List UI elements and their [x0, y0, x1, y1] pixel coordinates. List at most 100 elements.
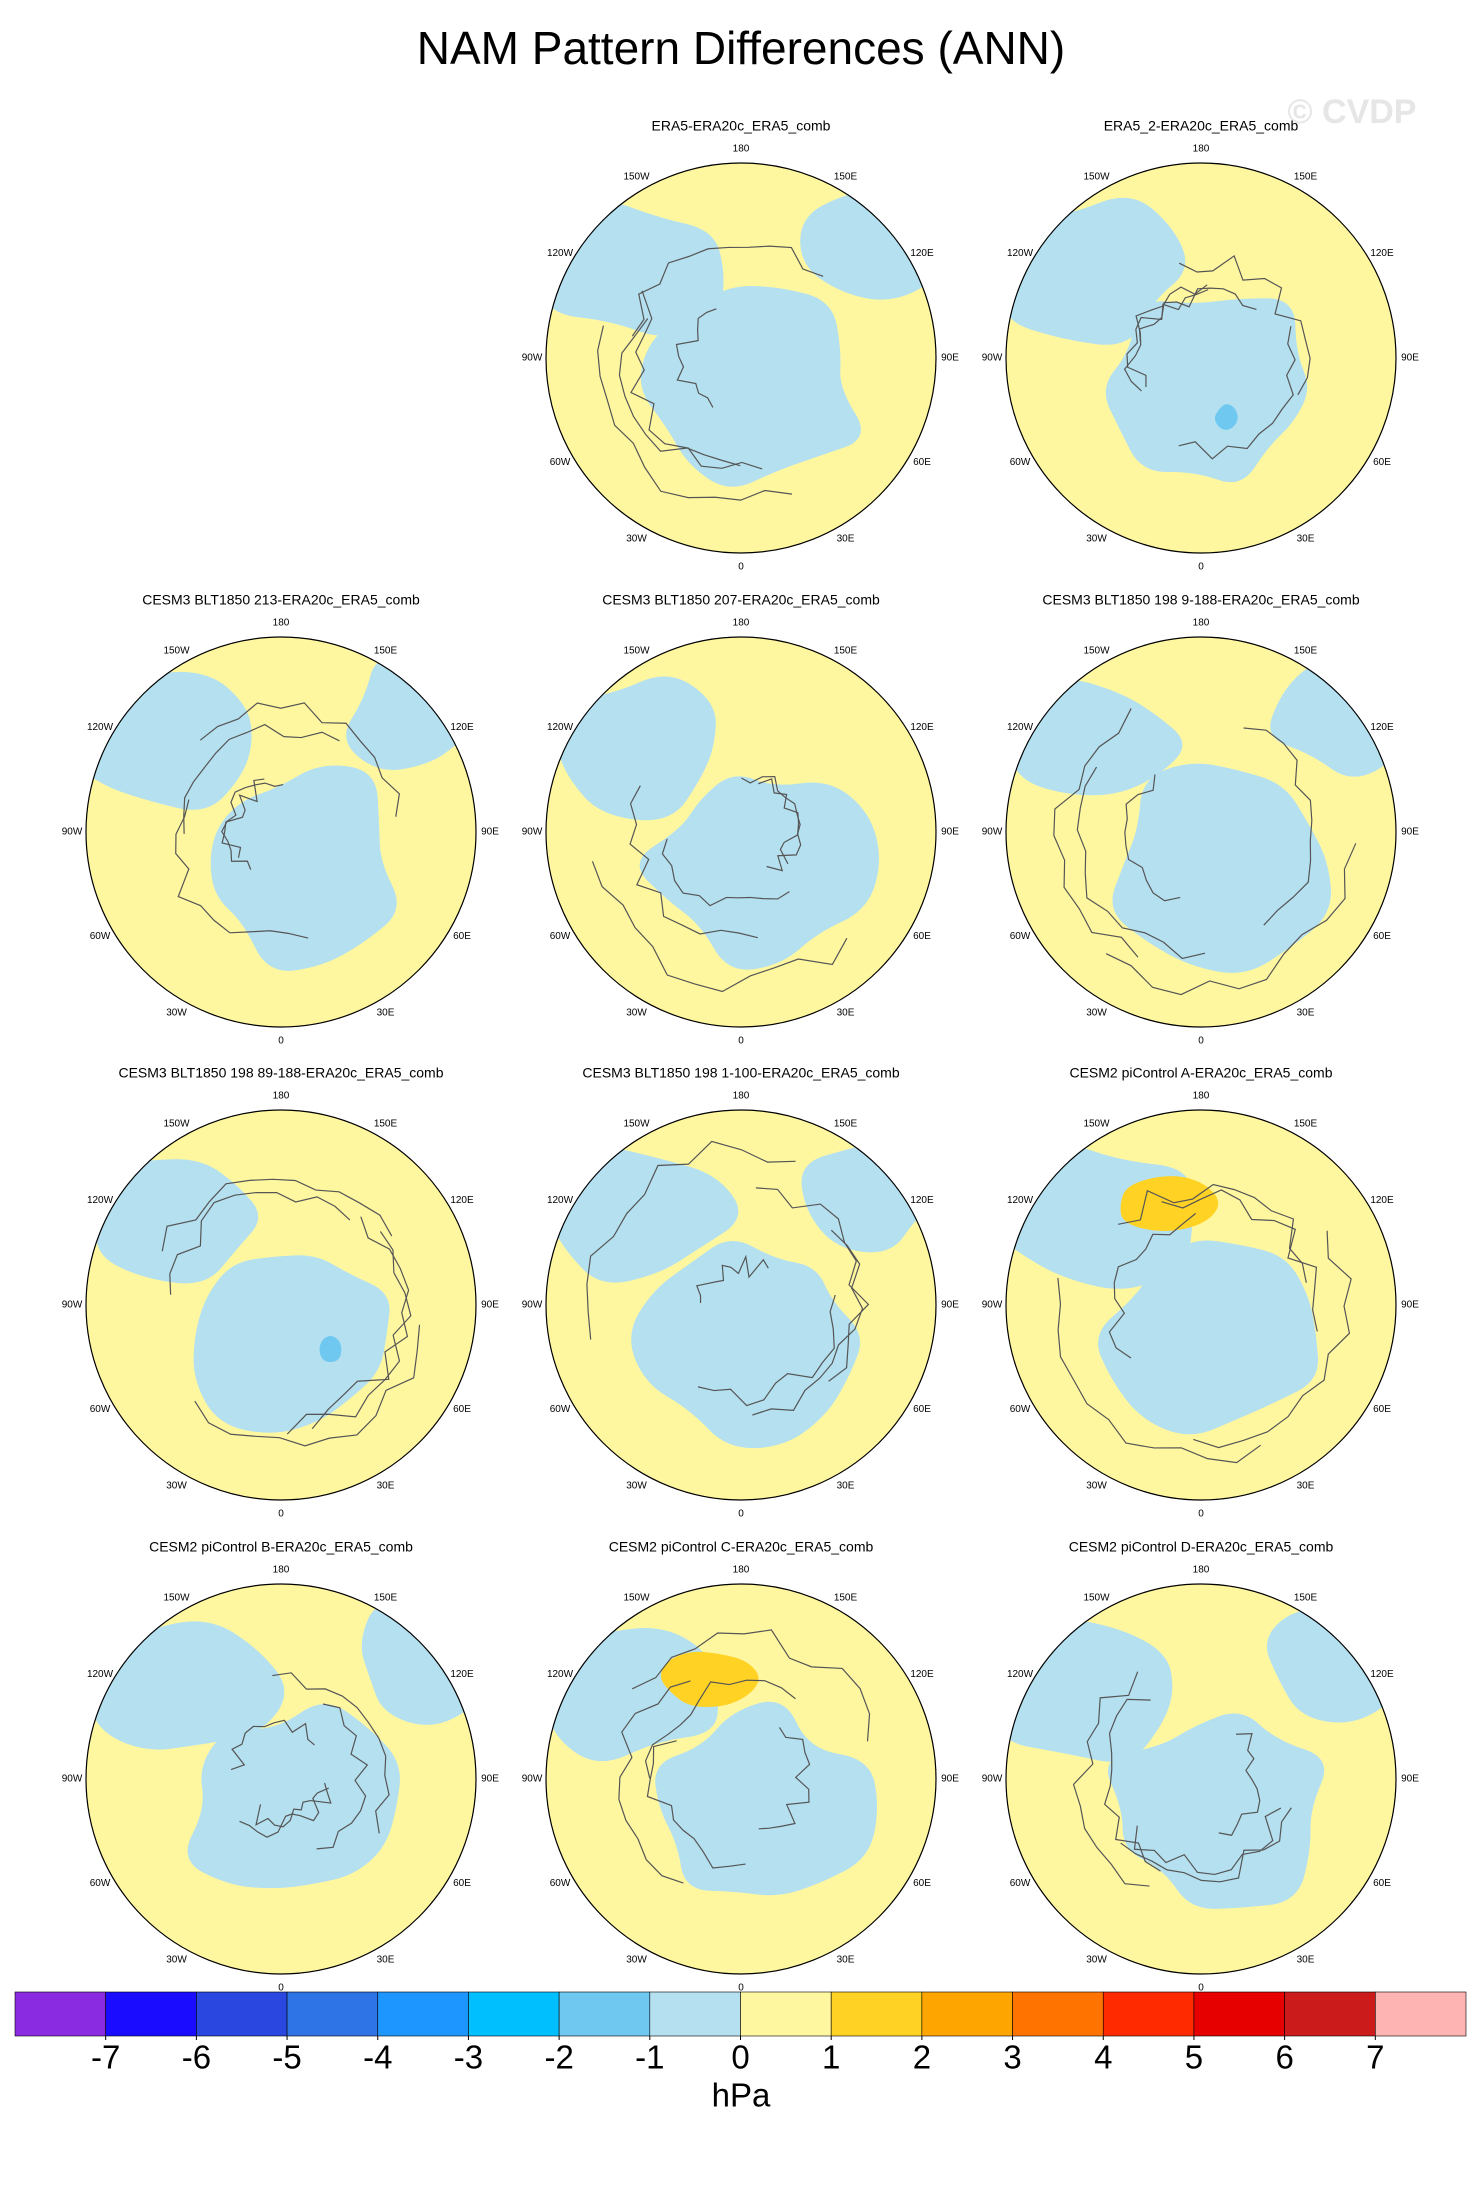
coastline [630, 290, 741, 467]
colorbar-box [468, 1991, 560, 2037]
colorbar-tick-label: 5 [1185, 2039, 1203, 2076]
colorbar-box [1375, 1991, 1467, 2037]
coastline [675, 308, 717, 408]
longitude-label: 150E [374, 1119, 398, 1130]
negative-region [1008, 680, 1183, 796]
map-field [1006, 637, 1396, 1027]
colorbar-box [196, 1991, 288, 2037]
coastline [597, 325, 793, 501]
coastline [230, 1719, 315, 1771]
longitude-label: 120E [910, 1195, 934, 1206]
map-panel: CESM3 BLT1850 213-ERA20c_ERA5_comb 180 150… [62, 592, 500, 1047]
longitude-label: 60E [1373, 931, 1391, 942]
longitude-label: 120W [547, 722, 574, 733]
panel-title: CESM3 BLT1850 213-ERA20c_ERA5_comb [142, 592, 420, 608]
map-panel: ERA5_2-ERA20c_ERA5_comb 180 150E 120E 90E 60E… [982, 118, 1420, 573]
coastline [175, 799, 309, 939]
coastline [618, 1680, 691, 1884]
longitude-label: 120W [547, 1195, 574, 1206]
longitude-label: 120E [910, 722, 934, 733]
coastline [1133, 1807, 1282, 1876]
colorbar-tick-label: -6 [182, 2039, 211, 2076]
negative-region [210, 765, 397, 971]
colorbar-tick-label: -7 [91, 2039, 120, 2076]
coastline [1124, 774, 1181, 902]
longitude-label: 180 [273, 1091, 290, 1102]
coastline [697, 1294, 836, 1407]
map-border [1005, 162, 1397, 554]
longitude-label: 120W [87, 1195, 114, 1206]
longitude-label: 60E [453, 1878, 471, 1889]
coastline [1193, 1230, 1352, 1449]
map-field [546, 1110, 936, 1500]
negative-region [187, 1704, 400, 1889]
longitude-label: 150E [834, 646, 858, 657]
longitude-label: 150W [1083, 1119, 1110, 1130]
longitude-label: 180 [1193, 1091, 1210, 1102]
longitude-label: 150W [1083, 172, 1110, 183]
longitude-label: 30W [166, 1481, 187, 1492]
negative-region [1107, 1713, 1325, 1909]
longitude-label: 180 [733, 1091, 750, 1102]
longitude-label: 90E [941, 1300, 959, 1311]
positive-region [660, 1651, 759, 1708]
coastline [758, 1727, 811, 1830]
coastline [591, 861, 848, 993]
longitude-label: 0 [738, 1509, 744, 1520]
longitude-label: 120E [910, 248, 934, 259]
longitude-label: 60W [90, 1404, 111, 1415]
strong-negative-region [1214, 404, 1238, 430]
longitude-label: 120E [450, 1669, 474, 1680]
map-panel: ERA5-ERA20c_ERA5_comb 180 150E 120E 90E 60E 30… [522, 118, 960, 573]
panel-title: CESM2 piControl B-ERA20c_ERA5_comb [149, 1539, 413, 1555]
panel-title: CESM2 piControl D-ERA20c_ERA5_comb [1069, 1539, 1334, 1555]
colorbar-tick-label: -3 [454, 2039, 483, 2076]
map-panel: CESM2 piControl B-ERA20c_ERA5_comb 180 150… [62, 1539, 500, 1994]
longitude-label: 120W [547, 1669, 574, 1680]
colorbar-box [1102, 1991, 1195, 2037]
map-field [546, 637, 936, 1027]
map-border [545, 636, 937, 1028]
map-border [545, 162, 937, 554]
coastline [199, 702, 401, 817]
longitude-label: 0 [738, 1036, 744, 1047]
coastline [1126, 289, 1209, 388]
coastline [1105, 843, 1357, 996]
coastline [1103, 1698, 1161, 1872]
colorbar-box [649, 1991, 741, 2037]
coastline [183, 723, 340, 834]
longitude-label: 60W [1010, 1404, 1031, 1415]
longitude-label: 0 [278, 1509, 284, 1520]
longitude-label: 120E [1370, 1195, 1394, 1206]
longitude-label: 120E [1370, 1669, 1394, 1680]
coastline [1108, 1212, 1197, 1359]
colorbar-tick-label: 7 [1366, 2039, 1384, 2076]
map-border [85, 1109, 477, 1501]
coastline [631, 1629, 871, 1742]
negative-region [87, 1159, 259, 1284]
map-border [545, 1583, 937, 1975]
longitude-label: 60W [90, 1878, 111, 1889]
panel-title: ERA5_2-ERA20c_ERA5_comb [1104, 118, 1299, 134]
coastline [255, 1782, 332, 1828]
longitude-label: 150E [1294, 1593, 1318, 1604]
longitude-label: 180 [1193, 144, 1210, 155]
longitude-label: 60E [453, 931, 471, 942]
longitude-label: 30E [377, 1955, 395, 1966]
map-field [1006, 163, 1396, 553]
longitude-label: 120W [1007, 248, 1034, 259]
coastline [1072, 1671, 1150, 1887]
map-panel: CESM3 BLT1850 198 89-188-ERA20c_ERA5_com… [62, 1065, 500, 1520]
longitude-label: 0 [1198, 1983, 1204, 1994]
coastline [1161, 1189, 1318, 1332]
panel-title: CESM3 BLT1850 207-ERA20c_ERA5_comb [602, 592, 880, 608]
longitude-label: 30W [626, 1955, 647, 1966]
coastline [646, 1740, 746, 1869]
coastline [1117, 1183, 1307, 1283]
longitude-label: 60E [913, 931, 931, 942]
map-field [86, 1584, 476, 1974]
longitude-label: 0 [1198, 1509, 1204, 1520]
longitude-label: 30E [377, 1008, 395, 1019]
longitude-label: 120W [1007, 1669, 1034, 1680]
longitude-label: 30E [1297, 1008, 1315, 1019]
